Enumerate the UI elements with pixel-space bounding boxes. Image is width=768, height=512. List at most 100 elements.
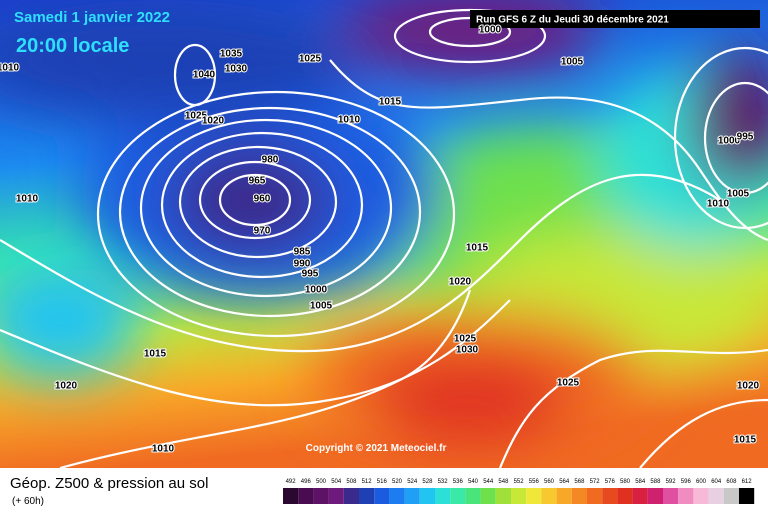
legend-label: 496: [301, 479, 312, 485]
isobar-label: 1020: [737, 381, 760, 392]
isobar-label: 960: [254, 194, 271, 205]
legend-label: 600: [696, 479, 707, 485]
legend-swatch: [526, 488, 542, 504]
legend-label: 584: [635, 479, 646, 485]
legend-label: 604: [711, 479, 722, 485]
legend-swatch: [632, 488, 648, 504]
legend-label: 608: [726, 479, 737, 485]
legend-label: 532: [438, 479, 449, 485]
legend-label: 544: [483, 479, 494, 485]
legend-label: 612: [742, 479, 753, 485]
legend-label: 552: [514, 479, 525, 485]
isobar-label: 1000: [479, 25, 502, 36]
legend-label: 508: [346, 479, 357, 485]
legend-swatch: [556, 488, 572, 504]
isobar-label: 970: [254, 226, 271, 237]
isobar-label: 1025: [299, 54, 322, 65]
isobar-label: 1010: [338, 115, 361, 126]
legend-swatch: [328, 488, 344, 504]
isobar-label: 1025: [185, 111, 208, 122]
isobar-label: 1025: [454, 334, 477, 345]
legend-label: 500: [316, 479, 327, 485]
isobar-label: 1005: [561, 57, 584, 68]
legend-swatch: [450, 488, 466, 504]
isobar-label: 1015: [144, 349, 167, 360]
isobar-label: 1040: [193, 70, 216, 81]
legend-swatch: [298, 488, 314, 504]
isobar-label: 1010: [152, 444, 175, 455]
run-info: Run GFS 6 Z du Jeudi 30 décembre 2021: [476, 15, 669, 26]
isobar-label: 980: [262, 155, 279, 166]
isobar-label: 985: [294, 247, 311, 258]
isobar-labels: 1035 1030 1040 1025 1005 1015 1025 1020 1010 980 9…: [0, 24, 761, 456]
footer-lead: (+ 60h): [12, 496, 44, 507]
legend-label: 524: [407, 479, 418, 485]
legend-label: 528: [422, 479, 433, 485]
time: 20:00 locale: [16, 35, 129, 57]
color-legend: 492 496 500 504 508 512 516 520 524 528 532 536 540 5…: [283, 479, 755, 504]
legend-label: 576: [605, 479, 616, 485]
legend-swatch: [359, 488, 375, 504]
legend-swatch: [541, 488, 557, 504]
legend-swatch: [723, 488, 739, 504]
legend-swatch: [708, 488, 724, 504]
isobar-label: 1015: [466, 243, 489, 254]
legend-swatch: [435, 488, 451, 504]
map-field: [0, 0, 768, 468]
isobar-label: 1020: [449, 277, 472, 288]
legend-swatch: [647, 488, 663, 504]
legend-label: 548: [498, 479, 509, 485]
isobar-label: 1010: [0, 63, 20, 74]
isobar-label: 1005: [310, 301, 333, 312]
legend-swatch: [693, 488, 709, 504]
legend-label: 596: [681, 479, 692, 485]
legend-label: 492: [286, 479, 297, 485]
isobar-label: 1030: [456, 345, 479, 356]
legend-label: 572: [590, 479, 601, 485]
legend-swatch: [511, 488, 527, 504]
isobar-label: 1005: [727, 189, 750, 200]
isobar-label: 1000: [305, 285, 328, 296]
isobar-label: 1020: [55, 381, 78, 392]
legend-swatch: [283, 488, 299, 504]
copyright: Copyright © 2021 Meteociel.fr: [306, 443, 447, 454]
isobar-label: 1025: [557, 378, 580, 389]
footer-title: Géop. Z500 & pression au sol: [10, 475, 208, 492]
legend-label: 516: [377, 479, 388, 485]
legend-swatch: [374, 488, 390, 504]
isobar-label: 995: [737, 132, 754, 143]
legend-label: 568: [574, 479, 585, 485]
run-box: [470, 10, 760, 28]
legend-swatch: [739, 488, 755, 504]
isobar-label: 1000: [718, 136, 741, 147]
legend-swatch: [571, 488, 587, 504]
legend-swatch: [587, 488, 603, 504]
legend-swatch: [389, 488, 405, 504]
legend-label: 560: [544, 479, 555, 485]
isobar-label: 1010: [16, 194, 39, 205]
legend-swatch: [602, 488, 618, 504]
legend-swatch: [343, 488, 359, 504]
isobar-label: 965: [249, 176, 266, 187]
legend-swatch: [617, 488, 633, 504]
legend-swatch: [480, 488, 496, 504]
legend-swatch: [404, 488, 420, 504]
legend-swatch: [465, 488, 481, 504]
isobars: [0, 8, 768, 468]
legend-swatch: [419, 488, 435, 504]
date: Samedi 1 janvier 2022: [14, 9, 170, 26]
legend-label: 520: [392, 479, 403, 485]
legend-label: 556: [529, 479, 540, 485]
legend-label: 580: [620, 479, 631, 485]
isobar-label: 1010: [707, 199, 730, 210]
legend-label: 540: [468, 479, 479, 485]
legend-label: 588: [650, 479, 661, 485]
legend-swatch: [678, 488, 694, 504]
isobar-label: 990: [294, 259, 311, 270]
legend-label: 504: [331, 479, 342, 485]
isobar-label: 995: [302, 269, 319, 280]
legend-swatch: [313, 488, 329, 504]
isobar-label: 1035: [220, 49, 243, 60]
legend-swatch: [495, 488, 511, 504]
